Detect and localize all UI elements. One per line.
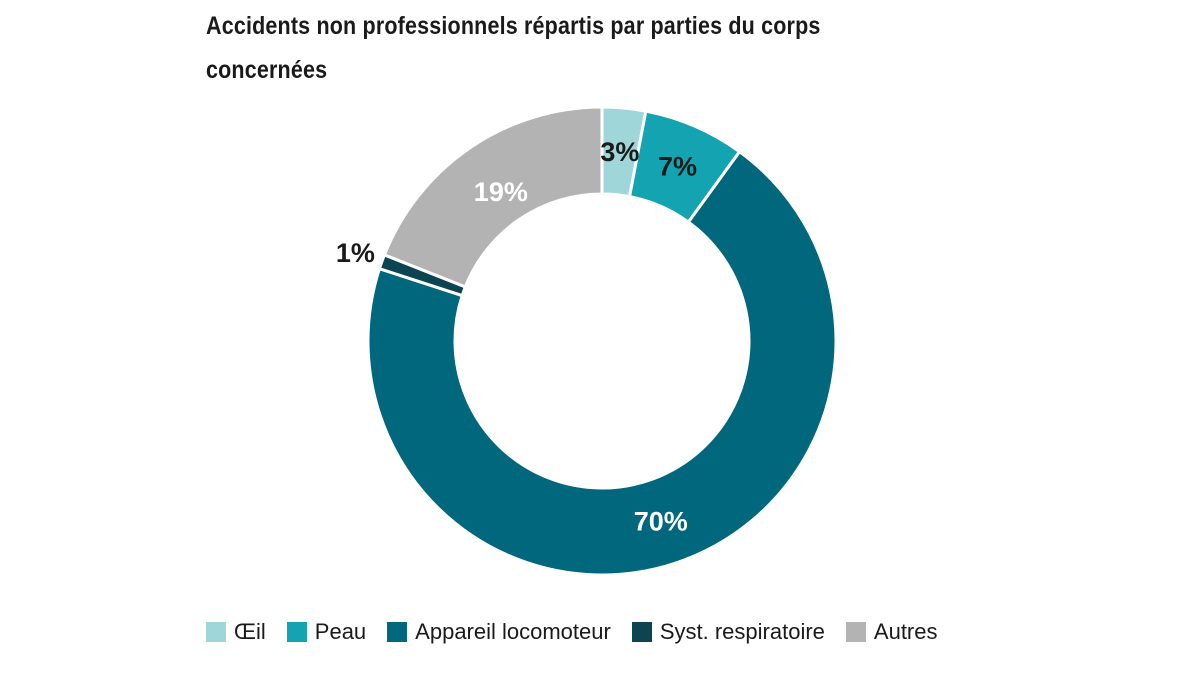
slice-label-syst-respiratoire: 1% (336, 238, 375, 268)
legend-swatch-appareil-locomoteur (387, 622, 408, 642)
legend-item-syst-respiratoire: Syst. respiratoire (631, 619, 825, 645)
legend-label-autres: Autres (873, 619, 938, 644)
slice-appareil-locomoteur (366, 149, 838, 577)
slice-label-appareil-locomoteur: 70% (634, 507, 688, 537)
legend-label-peau: Peau (314, 619, 367, 644)
donut-slices (366, 105, 838, 577)
slice-label-peau: 7% (658, 152, 697, 182)
legend-swatch-oeil (206, 622, 226, 642)
legend-item-peau: Peau (286, 619, 367, 645)
legend-swatch-autres (845, 622, 866, 642)
chart-title: Accidents non professionnels répartis pa… (206, 12, 821, 84)
legend-item-appareil-locomoteur: Appareil locomoteur (387, 619, 611, 645)
legend-label-oeil: Œil (234, 619, 266, 644)
slice-label-oeil: 3% (600, 137, 639, 167)
slice-autres (382, 105, 604, 289)
slice-label-autres: 19% (474, 177, 528, 207)
legend-swatch-syst-respiratoire (631, 622, 652, 642)
slice-labels: 3% 7% 70% 1% 19% (336, 137, 697, 537)
legend-label-syst-respiratoire: Syst. respiratoire (659, 619, 825, 644)
legend-item-oeil: Œil (206, 619, 266, 645)
legend: Œil Peau Appareil locomoteur Syst. respi… (206, 617, 959, 647)
legend-item-autres: Autres (845, 619, 938, 645)
legend-swatch-peau (286, 622, 307, 642)
legend-label-appareil-locomoteur: Appareil locomoteur (415, 619, 611, 644)
